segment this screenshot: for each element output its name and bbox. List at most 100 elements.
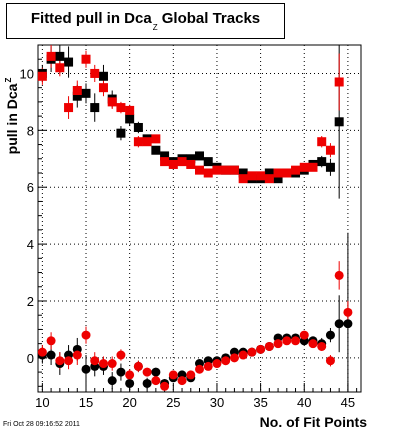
data-point-square bbox=[72, 91, 82, 101]
data-point-square bbox=[55, 63, 65, 73]
chart-title: Fitted pull in DcaZ Global Tracks bbox=[30, 10, 261, 32]
data-point-square bbox=[81, 54, 91, 64]
data-point-circle bbox=[107, 376, 117, 386]
y-tick-label: 10 bbox=[20, 66, 34, 81]
data-point-square bbox=[98, 83, 108, 93]
data-point-square bbox=[238, 174, 248, 184]
data-point-square bbox=[90, 68, 100, 78]
x-tick-label: 30 bbox=[210, 395, 224, 410]
data-point-circle bbox=[81, 330, 91, 340]
y-tick-label: 2 bbox=[27, 294, 34, 309]
data-point-square bbox=[46, 51, 56, 61]
data-point-square bbox=[273, 174, 283, 184]
data-point-square bbox=[334, 77, 344, 87]
data-point-circle bbox=[116, 367, 126, 377]
x-tick-label: 10 bbox=[35, 395, 49, 410]
y-axis-label-subscript: Z bbox=[4, 77, 13, 83]
data-point-circle bbox=[325, 330, 335, 340]
data-point-circle bbox=[212, 359, 222, 369]
title-subscript: Z bbox=[152, 23, 158, 32]
data-point-square bbox=[212, 165, 222, 175]
data-point-square bbox=[317, 137, 327, 147]
data-point-square bbox=[168, 159, 178, 169]
axis-ticks: 10 15 20 25 30 35 40 45 0 2 4 6 8 10 bbox=[20, 58, 358, 410]
data-point-square bbox=[325, 162, 335, 172]
data-point-circle bbox=[160, 381, 170, 391]
data-point-circle bbox=[317, 341, 327, 351]
data-point-circle bbox=[168, 370, 178, 380]
data-point-square bbox=[160, 151, 170, 161]
data-point-circle bbox=[221, 356, 231, 366]
data-point-circle bbox=[81, 364, 91, 374]
data-point-circle bbox=[238, 350, 248, 360]
data-point-square bbox=[195, 151, 204, 161]
data-point-circle bbox=[229, 353, 239, 363]
data-point-circle bbox=[273, 339, 283, 349]
x-tick-label: 45 bbox=[341, 395, 355, 410]
data-point-circle bbox=[282, 336, 292, 346]
data-point-circle bbox=[72, 350, 82, 360]
data-point-circle bbox=[46, 350, 56, 360]
data-point-square bbox=[72, 86, 82, 96]
data-point-square bbox=[125, 114, 135, 124]
data-point-square bbox=[238, 168, 248, 178]
data-point-circle bbox=[151, 367, 161, 377]
data-point-circle bbox=[125, 370, 135, 380]
data-point-circle bbox=[264, 341, 274, 351]
data-point-square bbox=[64, 103, 74, 113]
data-point-circle bbox=[186, 370, 196, 380]
data-point-circle bbox=[195, 364, 204, 374]
y-axis-label: pull in DcaZ bbox=[4, 77, 20, 155]
timestamp-footer: Fri Oct 28 09:16:52 2011 bbox=[3, 421, 80, 428]
data-point-circle bbox=[37, 347, 47, 357]
data-point-square bbox=[160, 157, 170, 167]
data-point-square bbox=[98, 71, 108, 81]
data-point-square bbox=[151, 145, 161, 155]
data-markers bbox=[37, 51, 353, 391]
data-point-circle bbox=[55, 356, 65, 366]
data-point-circle bbox=[142, 378, 152, 388]
data-point-square bbox=[282, 168, 292, 178]
data-point-square bbox=[186, 159, 196, 169]
x-tick-label: 35 bbox=[253, 395, 267, 410]
data-point-circle bbox=[247, 347, 257, 357]
x-tick-label: 20 bbox=[122, 395, 136, 410]
data-point-circle bbox=[334, 319, 344, 329]
data-point-circle bbox=[116, 350, 126, 360]
data-point-square bbox=[195, 165, 204, 175]
data-point-square bbox=[203, 157, 213, 167]
data-point-square bbox=[186, 154, 196, 164]
data-point-square bbox=[81, 88, 91, 98]
data-point-square bbox=[133, 122, 143, 132]
data-point-square bbox=[203, 168, 213, 178]
data-point-square bbox=[116, 103, 126, 113]
data-point-circle bbox=[334, 270, 344, 280]
data-point-circle bbox=[203, 361, 213, 371]
y-tick-label: 4 bbox=[27, 237, 34, 252]
data-point-square bbox=[299, 162, 309, 172]
y-tick-label: 6 bbox=[27, 180, 34, 195]
data-point-circle bbox=[291, 336, 301, 346]
data-point-square bbox=[177, 157, 187, 167]
data-point-circle bbox=[125, 378, 135, 388]
x-tick-label: 15 bbox=[79, 395, 93, 410]
data-point-circle bbox=[90, 356, 100, 366]
data-point-square bbox=[308, 162, 318, 172]
data-point-square bbox=[151, 134, 161, 144]
data-point-square bbox=[317, 157, 327, 167]
data-point-square bbox=[247, 171, 257, 181]
data-point-square bbox=[64, 57, 74, 67]
data-point-square bbox=[334, 117, 344, 127]
data-point-square bbox=[142, 137, 152, 147]
data-point-square bbox=[325, 145, 335, 155]
data-point-square bbox=[125, 105, 135, 115]
data-point-circle bbox=[142, 367, 152, 377]
data-point-square bbox=[55, 51, 65, 61]
data-point-circle bbox=[299, 330, 309, 340]
x-axis-label: No. of Fit Points bbox=[259, 414, 367, 430]
data-point-circle bbox=[177, 376, 187, 386]
data-point-square bbox=[90, 103, 100, 113]
data-point-circle bbox=[325, 356, 335, 366]
data-point-circle bbox=[151, 376, 161, 386]
